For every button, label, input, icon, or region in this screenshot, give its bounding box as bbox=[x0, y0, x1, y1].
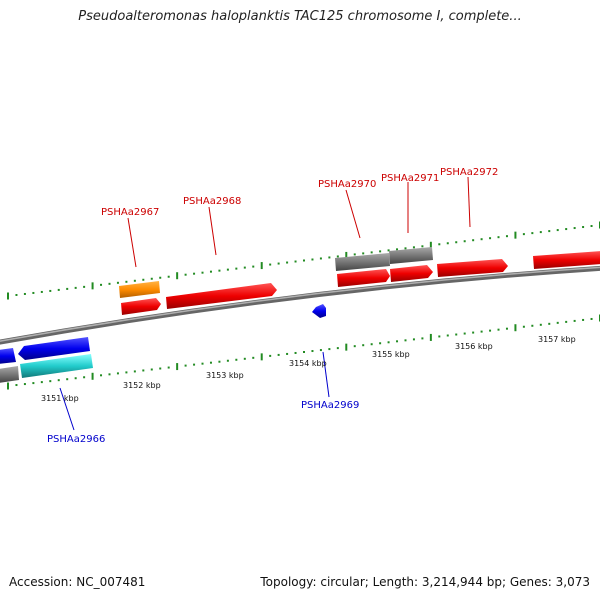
gene-label-pshaa2970[interactable]: PSHAa2970 bbox=[318, 179, 376, 190]
scale-label: 3151 kbp bbox=[41, 394, 79, 403]
scale-label: 3152 kbp bbox=[123, 381, 161, 390]
gene-pshaa2969-arrow[interactable] bbox=[312, 304, 326, 318]
gene-label-pshaa2968[interactable]: PSHAa2968 bbox=[183, 196, 241, 207]
label-connector bbox=[467, 176, 471, 228]
scale-label: 3154 kbp bbox=[289, 359, 327, 368]
gene-pshaa2971-arrow[interactable] bbox=[390, 265, 433, 282]
label-connector bbox=[345, 189, 361, 239]
label-connector bbox=[208, 206, 217, 256]
scale-label: 3157 kbp bbox=[538, 335, 576, 344]
gene-pshaa2970-arrow[interactable] bbox=[337, 269, 390, 287]
gene-label-pshaa2971[interactable]: PSHAa2971 bbox=[381, 173, 439, 184]
gene-label-pshaa2969[interactable]: PSHAa2969 bbox=[301, 400, 359, 411]
gene-label-pshaa2966[interactable]: PSHAa2966 bbox=[47, 434, 105, 445]
scale-label: 3155 kbp bbox=[372, 350, 410, 359]
cds-track-segment bbox=[389, 247, 433, 264]
label-connector bbox=[127, 217, 137, 268]
genome-backbone-highlight bbox=[0, 266, 600, 342]
label-connector bbox=[322, 351, 330, 398]
gene-pshaa2968-arrow[interactable] bbox=[166, 283, 277, 309]
gene-pshaa2966-feature[interactable] bbox=[20, 354, 93, 378]
gene-label-pshaa2967[interactable]: PSHAa2967 bbox=[101, 207, 159, 218]
outer-tick-ring bbox=[7, 221, 600, 300]
gene-label-pshaa2972[interactable]: PSHAa2972 bbox=[440, 167, 498, 178]
inner-tick-ring bbox=[7, 314, 600, 390]
cds-track-segment bbox=[0, 366, 19, 383]
gene-pshaa2967-rna[interactable] bbox=[119, 281, 160, 298]
genome-backbone bbox=[0, 265, 600, 345]
map-title: Pseudoalteromonas haloplanktis TAC125 ch… bbox=[78, 9, 522, 24]
gene-reverse-arrow[interactable] bbox=[0, 348, 16, 364]
gene-pshaa2972-arrow[interactable] bbox=[437, 259, 508, 277]
gene-pshaa2967-arrow[interactable] bbox=[121, 298, 161, 315]
gene-pshaa2966-arrow[interactable] bbox=[18, 337, 90, 360]
gene-next-arrow[interactable] bbox=[533, 251, 600, 269]
scale-labels: 3151 kbp 3152 kbp 3153 kbp 3154 kbp 3155 kbp… bbox=[41, 335, 576, 403]
gene-labels: PSHAa2966 PSHAa2967 PSHAa2968 PSHAa2969 PSHA… bbox=[47, 167, 498, 445]
genome-summary: Topology: circular; Length: 3,214,944 bp… bbox=[260, 575, 590, 589]
accession-label: Accession: NC_007481 bbox=[9, 575, 146, 589]
scale-label: 3156 kbp bbox=[455, 342, 493, 351]
cds-track-segment bbox=[335, 253, 390, 271]
scale-label: 3153 kbp bbox=[206, 371, 244, 380]
label-connector bbox=[59, 387, 75, 431]
